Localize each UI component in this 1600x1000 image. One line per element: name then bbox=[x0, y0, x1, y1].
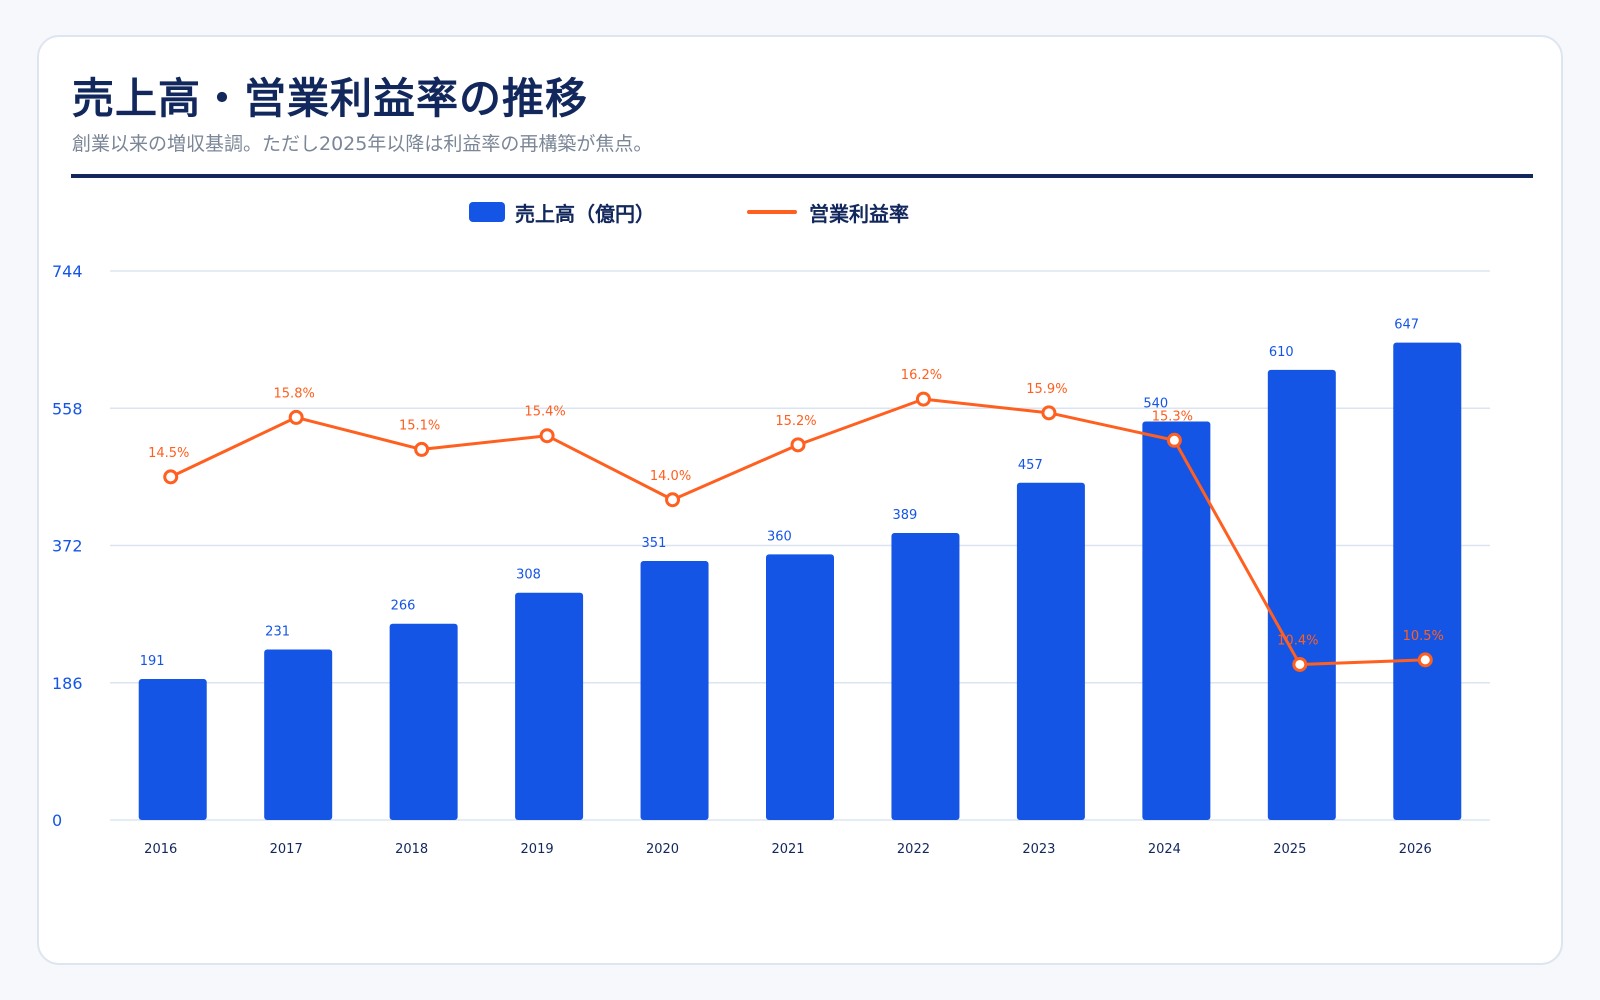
bar bbox=[1142, 421, 1211, 820]
bar-value-label: 266 bbox=[391, 599, 416, 614]
bar bbox=[138, 679, 207, 820]
x-tick-label: 2022 bbox=[897, 842, 930, 857]
bar-value-label: 540 bbox=[1143, 397, 1168, 412]
bar bbox=[389, 623, 458, 820]
margin-point bbox=[1417, 652, 1433, 668]
margin-value-label: 10.4% bbox=[1277, 633, 1318, 648]
bar bbox=[1016, 482, 1085, 820]
x-tick-label: 2026 bbox=[1399, 842, 1432, 857]
margin-point bbox=[1041, 405, 1057, 421]
bar-value-label: 389 bbox=[892, 508, 917, 523]
bar-value-label: 308 bbox=[516, 568, 541, 583]
bar-value-label: 231 bbox=[265, 625, 290, 640]
margin-point bbox=[1166, 432, 1182, 448]
x-tick-label: 2025 bbox=[1273, 842, 1306, 857]
chart-legend: 売上高（億円） 営業利益率 bbox=[39, 197, 1561, 227]
bar bbox=[264, 649, 333, 820]
y-tick-label: 372 bbox=[52, 537, 83, 556]
bar-value-label: 610 bbox=[1269, 345, 1294, 360]
margin-value-label: 15.3% bbox=[1152, 409, 1193, 424]
legend-label-margin: 営業利益率 bbox=[809, 201, 909, 226]
margin-point bbox=[163, 469, 179, 485]
bar bbox=[515, 592, 584, 820]
y-tick-label: 744 bbox=[52, 262, 83, 281]
margin-value-label: 10.5% bbox=[1403, 629, 1444, 644]
bar bbox=[640, 560, 709, 820]
page-title: 売上高・営業利益率の推移 bbox=[72, 74, 589, 123]
x-tick-label: 2018 bbox=[395, 842, 428, 857]
bar bbox=[1393, 342, 1462, 820]
legend-item-margin: 営業利益率 bbox=[747, 197, 909, 227]
legend-item-revenue: 売上高（億円） bbox=[469, 197, 655, 227]
bar-value-label: 457 bbox=[1018, 458, 1043, 473]
x-tick-label: 2019 bbox=[521, 842, 554, 857]
margin-point bbox=[915, 391, 931, 407]
x-tick-label: 2023 bbox=[1022, 842, 1055, 857]
margin-value-label: 16.2% bbox=[901, 368, 942, 383]
x-tick-label: 2021 bbox=[771, 842, 804, 857]
y-tick-label: 186 bbox=[52, 674, 83, 693]
x-tick-label: 2016 bbox=[144, 842, 177, 857]
margin-value-label: 15.2% bbox=[775, 414, 816, 429]
y-tick-label: 558 bbox=[52, 399, 83, 418]
x-tick-label: 2020 bbox=[646, 842, 679, 857]
margin-value-label: 15.9% bbox=[1026, 382, 1067, 397]
legend-label-revenue: 売上高（億円） bbox=[515, 201, 655, 226]
margin-point bbox=[288, 409, 304, 425]
margin-point bbox=[1292, 656, 1308, 672]
margin-value-label: 14.5% bbox=[148, 446, 189, 461]
margin-point bbox=[539, 428, 555, 444]
margin-point bbox=[414, 441, 430, 457]
bar-value-label: 351 bbox=[642, 536, 667, 551]
bar-value-label: 360 bbox=[767, 529, 792, 544]
margin-value-label: 15.8% bbox=[274, 386, 315, 401]
bar-value-label: 647 bbox=[1394, 318, 1419, 333]
legend-bar-swatch bbox=[469, 202, 505, 222]
margin-value-label: 15.1% bbox=[399, 418, 440, 433]
bar bbox=[1267, 369, 1336, 820]
bar-value-label: 191 bbox=[140, 654, 165, 669]
bar bbox=[891, 532, 960, 820]
page-subtitle: 創業以来の増収基調。ただし2025年以降は利益率の再構築が焦点。 bbox=[72, 133, 653, 155]
legend-line-swatch bbox=[747, 210, 797, 214]
bar bbox=[766, 554, 834, 820]
x-tick-label: 2024 bbox=[1148, 842, 1181, 857]
margin-value-label: 15.4% bbox=[524, 405, 565, 420]
margin-point bbox=[790, 437, 806, 453]
margin-point bbox=[665, 492, 681, 508]
margin-value-label: 14.0% bbox=[650, 469, 691, 484]
title-divider bbox=[71, 174, 1533, 178]
x-tick-label: 2017 bbox=[270, 842, 303, 857]
y-tick-label: 0 bbox=[52, 811, 62, 830]
